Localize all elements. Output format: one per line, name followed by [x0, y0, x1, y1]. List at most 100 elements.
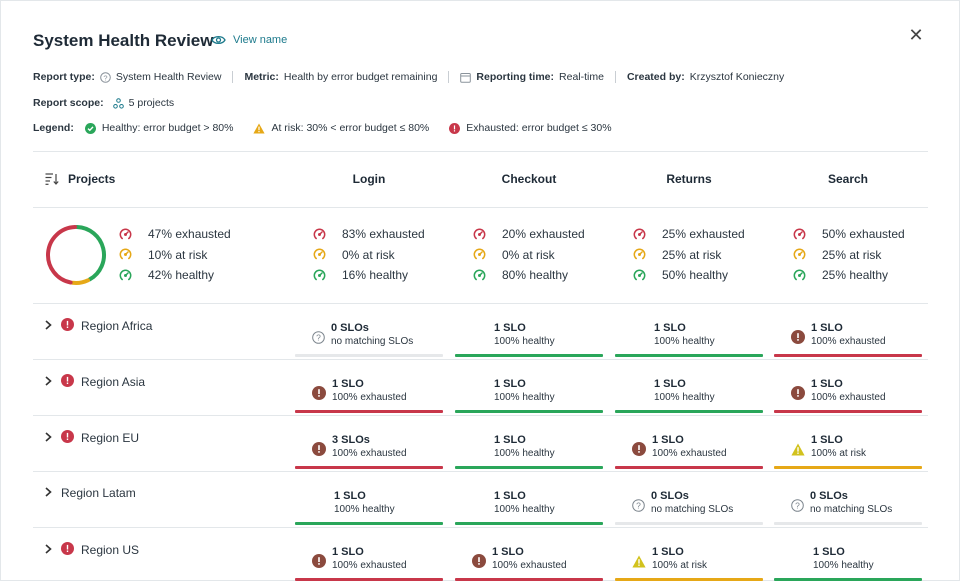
gauge-exhausted-icon: [313, 228, 334, 241]
gauge-exhausted-icon: [793, 228, 814, 241]
legend-healthy-text: Healthy: error budget > 80%: [101, 122, 234, 134]
chevron-right-icon[interactable]: [45, 486, 53, 500]
chevron-right-icon[interactable]: [45, 543, 53, 557]
slo-count: 1 SLO: [332, 378, 364, 390]
column-summary-search: 50% exhausted 25% at risk 25% healthy: [793, 224, 905, 286]
warning-icon: [632, 555, 646, 568]
region-row-toggle[interactable]: Region Africa: [45, 318, 152, 334]
slo-cell[interactable]: ? 0 SLOs no matching SLOs: [615, 487, 763, 525]
slo-cell[interactable]: 1 SLO 100% healthy: [455, 375, 603, 413]
slo-status-text: 100% healthy: [494, 336, 555, 347]
donut-segment-at-risk: [70, 278, 90, 285]
error-icon: [312, 442, 326, 456]
slo-cell[interactable]: 1 SLO 100% exhausted: [615, 431, 763, 469]
slo-cell[interactable]: ? 0 SLOs no matching SLOs: [774, 487, 922, 525]
slo-cell[interactable]: 1 SLO 100% at risk: [615, 543, 763, 581]
slo-cell[interactable]: ? 0 SLOs no matching SLOs: [295, 319, 443, 357]
slo-cell[interactable]: 1 SLO 100% healthy: [455, 487, 603, 525]
slo-cell[interactable]: 1 SLO 100% at risk: [774, 431, 922, 469]
summary-exhausted: 20% exhausted: [473, 224, 585, 245]
error-circle-icon: [61, 430, 74, 446]
slo-cell[interactable]: 1 SLO 100% healthy: [615, 319, 763, 357]
status-bar: [295, 410, 443, 413]
projects-icon: [112, 97, 124, 109]
region-row-toggle[interactable]: Region US: [45, 542, 139, 558]
chevron-right-icon[interactable]: [45, 375, 53, 389]
chevron-right-icon[interactable]: [45, 319, 53, 333]
projects-column-header[interactable]: Projects: [45, 172, 115, 186]
help-icon[interactable]: ?: [100, 71, 111, 83]
region-name: Region EU: [81, 431, 140, 445]
slo-status-text: 100% healthy: [494, 392, 555, 403]
report-type-value: System Health Review: [115, 71, 222, 83]
metric-value: Health by error budget remaining: [283, 71, 438, 83]
summary-healthy: 16% healthy: [313, 265, 425, 286]
health-donut-chart: [46, 225, 106, 285]
error-icon: [312, 386, 326, 400]
divider: [33, 415, 928, 416]
gauge-healthy-icon: [473, 269, 494, 282]
region-row-toggle[interactable]: Region EU: [45, 430, 139, 446]
slo-count: 1 SLO: [813, 546, 845, 558]
region-row-toggle[interactable]: Region Latam: [45, 486, 136, 500]
close-icon[interactable]: ✕: [908, 25, 924, 45]
slo-status-text: 100% exhausted: [332, 448, 407, 459]
page-title: System Health Review: [33, 31, 214, 50]
status-bar: [455, 522, 603, 525]
column-summary-checkout: 20% exhausted 0% at risk 80% healthy: [473, 224, 585, 286]
summary-at-risk: 10% at risk: [119, 245, 231, 266]
slo-status-text: 100% exhausted: [332, 392, 407, 403]
slo-status-text: 100% healthy: [654, 336, 715, 347]
view-name-link[interactable]: View name: [211, 34, 287, 46]
chevron-right-icon[interactable]: [45, 431, 53, 445]
slo-cell[interactable]: 1 SLO 100% exhausted: [295, 543, 443, 581]
slo-status-text: no matching SLOs: [810, 504, 893, 515]
column-header-returns[interactable]: Returns: [666, 172, 712, 186]
slo-cell[interactable]: 1 SLO 100% healthy: [455, 319, 603, 357]
column-header-login[interactable]: Login: [352, 172, 386, 186]
slo-status-text: 100% healthy: [494, 504, 555, 515]
slo-status-text: 100% healthy: [813, 560, 874, 571]
scope-value-link[interactable]: 5 projects: [128, 97, 175, 109]
slo-count: 1 SLO: [811, 434, 843, 446]
region-row-toggle[interactable]: Region Asia: [45, 374, 145, 390]
column-header-search[interactable]: Search: [827, 172, 869, 186]
slo-count: 0 SLOs: [810, 490, 848, 502]
column-header-checkout[interactable]: Checkout: [501, 172, 557, 186]
status-bar: [774, 410, 922, 413]
slo-cell[interactable]: 1 SLO 100% exhausted: [295, 375, 443, 413]
slo-status-text: 100% exhausted: [811, 392, 886, 403]
slo-cell[interactable]: 1 SLO 100% exhausted: [774, 375, 922, 413]
view-name-label: View name: [233, 34, 288, 46]
gauge-at-risk-icon: [793, 248, 814, 261]
slo-count: 1 SLO: [332, 546, 364, 558]
legend: Legend: Healthy: error budget > 80% At r…: [33, 122, 632, 134]
error-circle-icon: [61, 542, 74, 558]
slo-cell[interactable]: 1 SLO 100% exhausted: [774, 319, 922, 357]
status-bar: [295, 578, 443, 581]
slo-cell[interactable]: 1 SLO 100% healthy: [774, 543, 922, 581]
divider: [614, 71, 616, 83]
slo-cell[interactable]: 1 SLO 100% exhausted: [455, 543, 603, 581]
help-icon: ?: [632, 498, 645, 512]
eye-icon: [211, 35, 226, 45]
slo-count: 0 SLOs: [331, 322, 369, 334]
slo-cell[interactable]: 1 SLO 100% healthy: [295, 487, 443, 525]
status-bar: [455, 354, 603, 357]
summary-exhausted: 83% exhausted: [313, 224, 425, 245]
slo-cell[interactable]: 3 SLOs 100% exhausted: [295, 431, 443, 469]
status-bar: [615, 410, 763, 413]
check-circle-icon: [84, 122, 96, 134]
status-bar: [774, 578, 922, 581]
warning-icon: [791, 443, 805, 456]
slo-cell[interactable]: 1 SLO 100% healthy: [615, 375, 763, 413]
slo-cell[interactable]: 1 SLO 100% healthy: [455, 431, 603, 469]
divider: [33, 151, 928, 152]
status-bar: [455, 410, 603, 413]
divider: [33, 303, 928, 304]
summary-at-risk: 25% at risk: [633, 245, 745, 266]
donut-segment-exhausted: [46, 225, 78, 285]
gauge-healthy-icon: [793, 269, 814, 282]
divider: [33, 527, 928, 528]
legend-healthy: Healthy: error budget > 80%: [84, 122, 234, 134]
